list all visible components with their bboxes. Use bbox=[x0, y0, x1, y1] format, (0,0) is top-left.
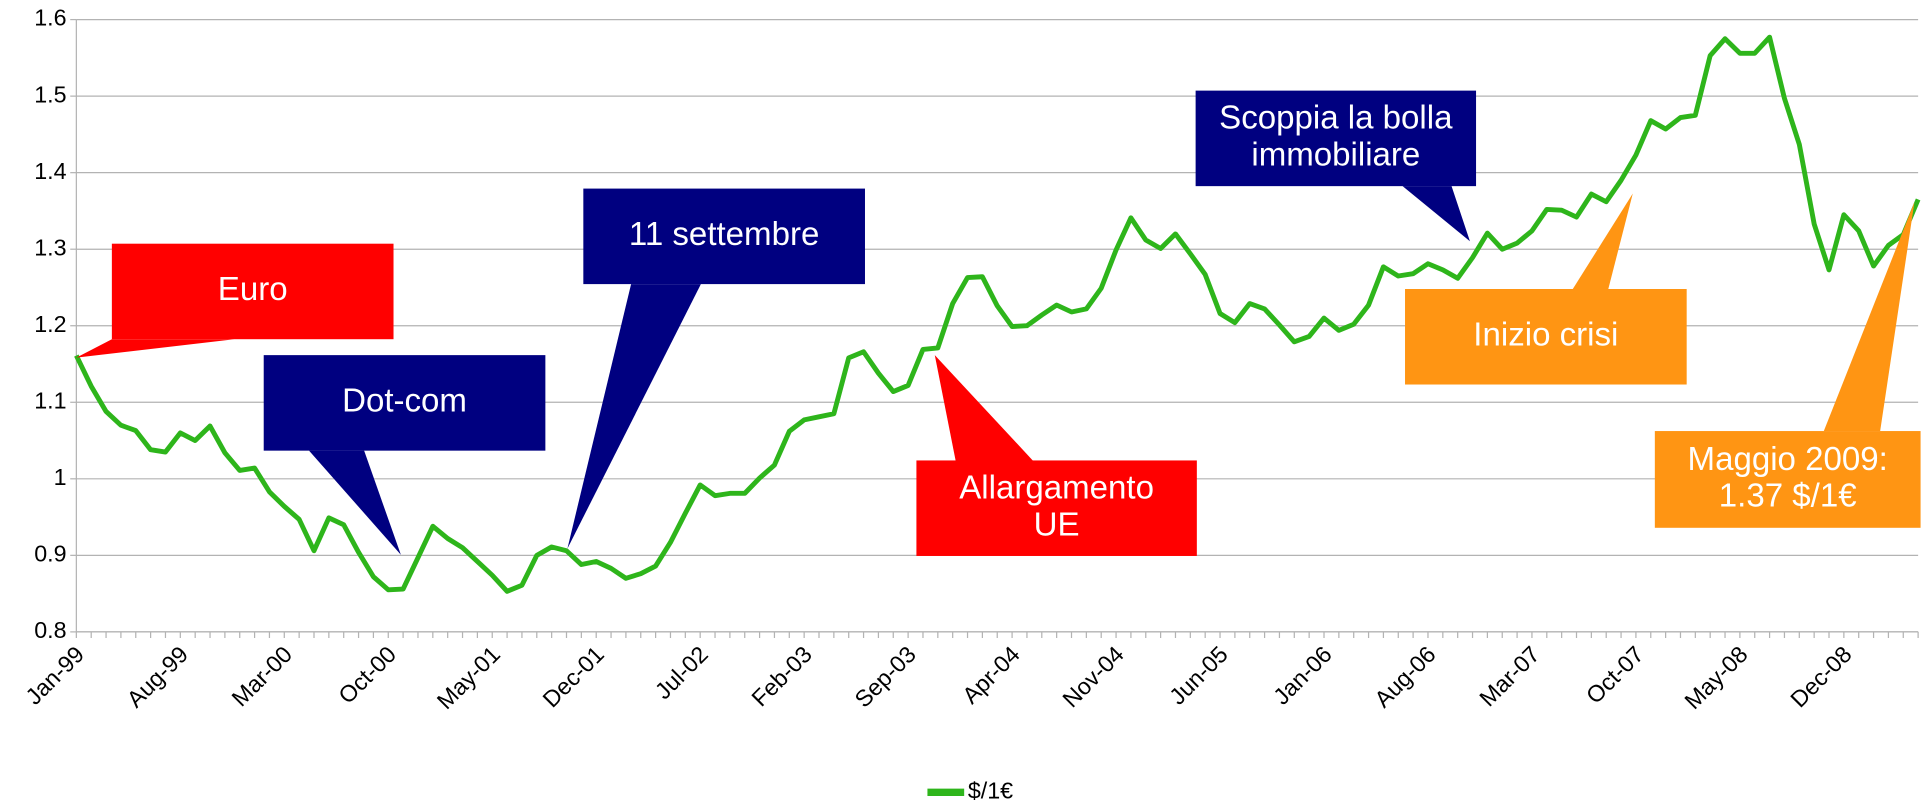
callout-text: immobiliare bbox=[1251, 136, 1420, 173]
callout-tail bbox=[1823, 202, 1915, 432]
callout: Dot-com bbox=[263, 355, 546, 555]
callout-tail bbox=[1402, 186, 1470, 242]
callout-text: UE bbox=[1034, 506, 1080, 543]
x-tick-label: Jan-06 bbox=[1268, 641, 1337, 710]
callout-text: 11 settembre bbox=[629, 216, 819, 253]
x-tick-label: Oct-00 bbox=[333, 641, 401, 709]
callout-text: Euro bbox=[218, 271, 288, 308]
x-tick-label: Dec-01 bbox=[538, 641, 609, 712]
callout-text: Inizio crisi bbox=[1473, 316, 1618, 353]
y-tick-label: 1.4 bbox=[34, 158, 66, 184]
x-tick-label: Jan-99 bbox=[20, 641, 89, 710]
callout-box bbox=[1405, 289, 1687, 385]
callout: Euro bbox=[76, 243, 394, 358]
x-tick-label: Mar-00 bbox=[227, 641, 298, 712]
callout-tail bbox=[76, 339, 235, 358]
x-tick-label: Sep-03 bbox=[849, 641, 920, 712]
callout-tail bbox=[1572, 193, 1633, 290]
y-tick-label: 0.9 bbox=[34, 540, 66, 566]
callout-text: Dot-com bbox=[342, 383, 467, 420]
callout: Maggio 2009:1.37 $/1€ bbox=[1654, 202, 1921, 528]
callout-box bbox=[111, 243, 394, 340]
x-tick-label: Aug-99 bbox=[122, 641, 193, 712]
x-tick-label: May-08 bbox=[1679, 641, 1752, 714]
x-tick-label: Feb-03 bbox=[746, 641, 816, 711]
callout-text: Scoppia la bolla bbox=[1219, 100, 1453, 137]
y-tick-label: 1.2 bbox=[34, 311, 66, 337]
y-tick-label: 0.8 bbox=[34, 617, 66, 643]
y-tick-label: 1.6 bbox=[34, 5, 66, 31]
x-tick-label: Dec-08 bbox=[1785, 641, 1856, 712]
y-tick-label: 1.3 bbox=[34, 234, 66, 260]
callout: Inizio crisi bbox=[1405, 193, 1687, 385]
callout-box bbox=[916, 460, 1197, 556]
x-tick-label: Nov-04 bbox=[1057, 641, 1128, 712]
x-tick-label: Mar-07 bbox=[1474, 641, 1544, 711]
x-tick-label: Aug-06 bbox=[1369, 641, 1440, 712]
callout: 11 settembre bbox=[567, 188, 865, 549]
callout-box bbox=[263, 355, 546, 451]
callout-text: Maggio 2009: bbox=[1688, 441, 1888, 478]
legend-label: $/1€ bbox=[968, 777, 1013, 803]
callout-box bbox=[1195, 90, 1477, 187]
x-tick-label: Jun-05 bbox=[1164, 641, 1233, 710]
data-line bbox=[74, 34, 1921, 594]
callout-tail bbox=[567, 284, 701, 549]
callout-text: Allargamento bbox=[959, 470, 1154, 507]
x-tick-label: May-01 bbox=[432, 641, 505, 714]
y-tick-label: 1 bbox=[54, 464, 67, 490]
callout-tail bbox=[934, 355, 1033, 461]
x-tick-label: Apr-04 bbox=[957, 641, 1025, 709]
callout-box bbox=[1654, 431, 1921, 528]
y-tick-label: 1.1 bbox=[34, 387, 66, 413]
x-tick-label: Jul-02 bbox=[650, 641, 713, 704]
callout-box bbox=[583, 188, 865, 285]
y-tick-label: 1.5 bbox=[34, 81, 66, 107]
callout-tail bbox=[309, 450, 401, 555]
callout-text: 1.37 $/1€ bbox=[1719, 478, 1857, 515]
x-tick-label: Oct-07 bbox=[1581, 641, 1649, 709]
